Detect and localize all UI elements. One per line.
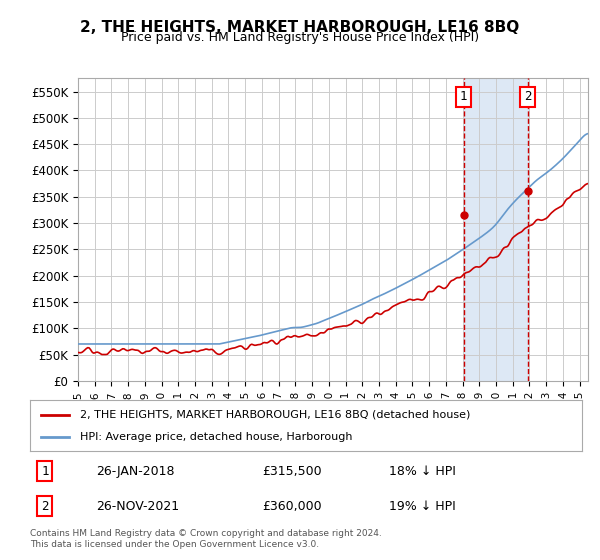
Bar: [464, 78, 528, 381]
Text: £315,500: £315,500: [262, 465, 322, 478]
Text: 2, THE HEIGHTS, MARKET HARBOROUGH, LE16 8BQ: 2, THE HEIGHTS, MARKET HARBOROUGH, LE16 …: [80, 20, 520, 35]
Text: £360,000: £360,000: [262, 500, 322, 512]
Text: 26-JAN-2018: 26-JAN-2018: [96, 465, 175, 478]
Text: 1: 1: [41, 465, 49, 478]
Text: Price paid vs. HM Land Registry's House Price Index (HPI): Price paid vs. HM Land Registry's House …: [121, 31, 479, 44]
Text: HPI: Average price, detached house, Harborough: HPI: Average price, detached house, Harb…: [80, 432, 352, 442]
Text: 19% ↓ HPI: 19% ↓ HPI: [389, 500, 455, 512]
Text: 2, THE HEIGHTS, MARKET HARBOROUGH, LE16 8BQ (detached house): 2, THE HEIGHTS, MARKET HARBOROUGH, LE16 …: [80, 409, 470, 419]
Text: 18% ↓ HPI: 18% ↓ HPI: [389, 465, 455, 478]
Text: 2: 2: [41, 500, 49, 512]
Text: Contains HM Land Registry data © Crown copyright and database right 2024.
This d: Contains HM Land Registry data © Crown c…: [30, 529, 382, 549]
Text: 2: 2: [524, 90, 532, 103]
Text: 26-NOV-2021: 26-NOV-2021: [96, 500, 179, 512]
Text: 1: 1: [460, 90, 467, 103]
